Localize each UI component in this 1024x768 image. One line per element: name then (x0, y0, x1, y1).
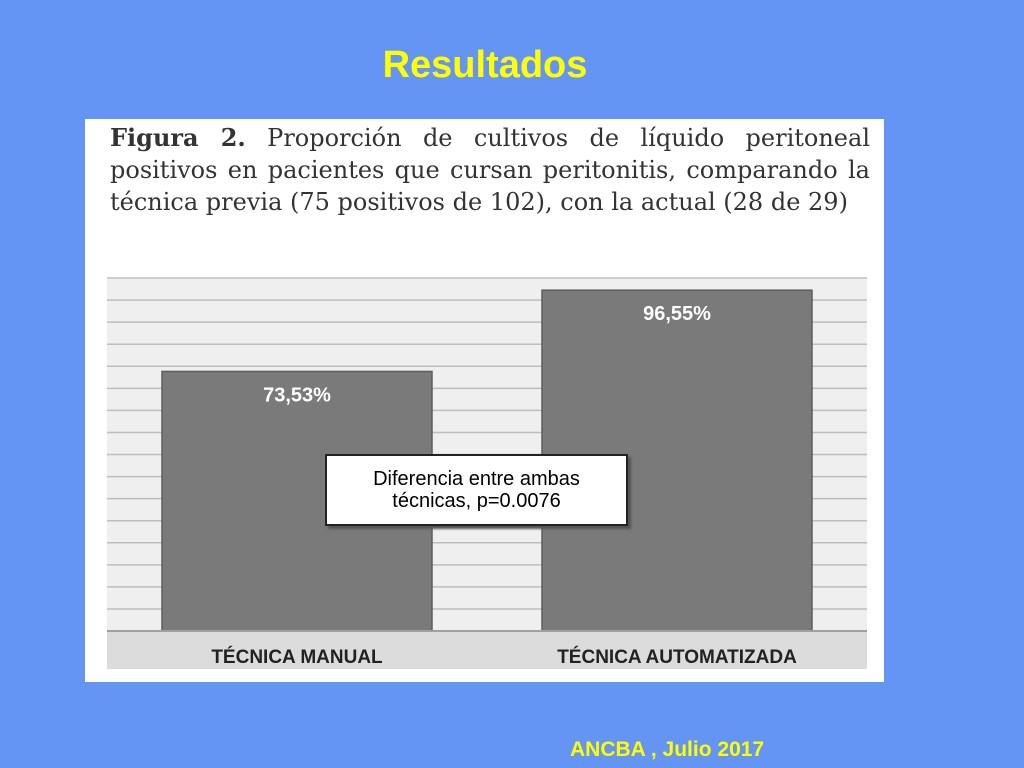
figure-caption-text: Proporción de cultivos de líquido perito… (110, 124, 870, 216)
figure-caption: Figura 2. Proporción de cultivos de líqu… (110, 122, 870, 218)
slide-footer: ANCBA , Julio 2017 (570, 738, 765, 761)
annotation-line-2: técnicas, p=0.0076 (392, 490, 561, 512)
bar-value-label: 73,53% (263, 384, 331, 406)
bar-chart: 73,53% 96,55% TÉCNICA MANUAL TÉCNICA AUTOMA… (107, 277, 867, 669)
x-tick-label: TÉCNICA MANUAL (211, 646, 383, 668)
figure-panel: Figura 2. Proporción de cultivos de líqu… (85, 119, 884, 682)
x-tick-label: TÉCNICA AUTOMATIZADA (557, 646, 797, 668)
bar (541, 289, 813, 632)
slide-title: Resultados (382, 44, 588, 86)
annotation-line-1: Diferencia entre ambas (373, 468, 580, 490)
category-band (107, 631, 867, 669)
significance-annotation: Diferencia entre ambas técnicas, p=0.007… (325, 454, 628, 526)
figure-label: Figura 2. (110, 123, 246, 152)
bar-value-label: 96,55% (643, 303, 711, 325)
